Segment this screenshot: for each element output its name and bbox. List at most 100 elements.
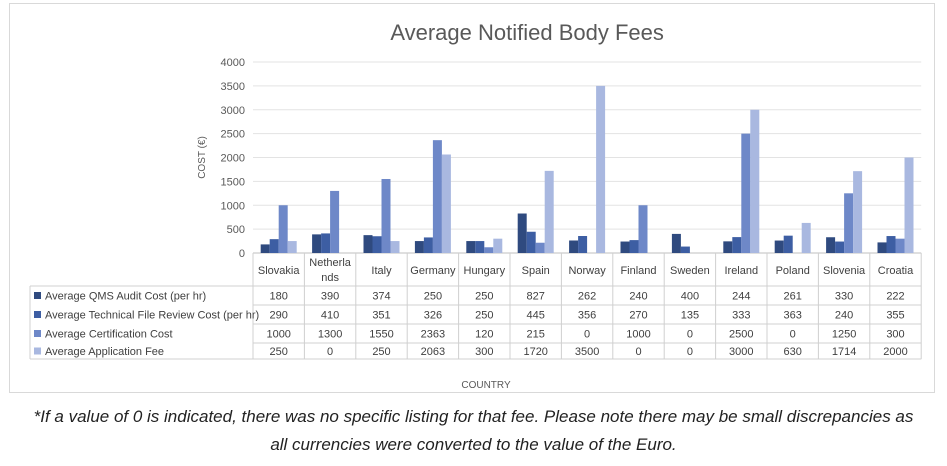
bar — [414, 241, 424, 253]
bar — [578, 236, 588, 253]
x-tick-label: Ireland — [724, 265, 758, 277]
data-label: 215 — [527, 329, 545, 341]
chart-title: Average Notified Body Fees — [390, 20, 664, 45]
x-tick-label: nds — [321, 272, 339, 284]
data-label: 120 — [475, 329, 493, 341]
data-label: 300 — [886, 329, 904, 341]
bar — [638, 205, 648, 253]
footnote-line-1: *If a value of 0 is indicated, there was… — [33, 407, 914, 426]
x-tick-label: Netherla — [309, 257, 351, 269]
legend-swatch — [34, 330, 41, 337]
data-label: 0 — [635, 346, 641, 358]
bar — [517, 213, 527, 253]
x-tick-label: Poland — [776, 265, 810, 277]
bar — [620, 241, 630, 253]
y-tick-label: 500 — [227, 224, 245, 236]
legend-swatch — [34, 292, 41, 299]
x-tick-label: Slovenia — [823, 265, 866, 277]
bar — [826, 237, 836, 253]
y-tick-label: 4000 — [221, 57, 245, 69]
data-label: 261 — [784, 291, 802, 303]
bar — [629, 240, 639, 253]
bar — [321, 233, 331, 253]
data-label: 250 — [372, 346, 390, 358]
bar — [801, 222, 811, 253]
data-label: 1720 — [523, 346, 547, 358]
bar — [278, 205, 288, 253]
data-label: 330 — [835, 291, 853, 303]
data-label: 410 — [321, 310, 339, 322]
bar — [475, 241, 485, 253]
bar — [390, 241, 400, 253]
bar — [732, 237, 742, 253]
legend-label: Average Certification Cost — [45, 329, 173, 341]
bar — [544, 170, 554, 253]
bar — [484, 247, 494, 253]
y-axis-label: COST (€) — [197, 136, 208, 179]
data-label: 630 — [784, 346, 802, 358]
data-label: 326 — [424, 310, 442, 322]
x-tick-label: Sweden — [670, 265, 710, 277]
data-label: 0 — [790, 329, 796, 341]
data-label: 250 — [475, 291, 493, 303]
legend-swatch — [34, 347, 41, 355]
bar — [423, 237, 433, 253]
data-label: 180 — [270, 291, 288, 303]
x-tick-label: Norway — [568, 265, 606, 277]
x-tick-label: Hungary — [464, 265, 506, 277]
bar — [783, 235, 793, 253]
data-label: 250 — [270, 346, 288, 358]
data-label: 390 — [321, 291, 339, 303]
data-label: 363 — [784, 310, 802, 322]
data-label: 0 — [687, 346, 693, 358]
data-label: 262 — [578, 291, 596, 303]
data-label: 135 — [681, 310, 699, 322]
bar — [844, 193, 854, 253]
y-tick-label: 2500 — [221, 129, 245, 141]
legend-swatch — [34, 311, 41, 318]
data-label: 290 — [270, 310, 288, 322]
data-label: 3000 — [729, 346, 753, 358]
bar — [569, 240, 579, 253]
bar — [853, 171, 863, 253]
y-tick-label: 3500 — [221, 81, 245, 93]
data-label: 1000 — [626, 329, 650, 341]
legend-label: Average Application Fee — [45, 346, 164, 358]
data-label: 0 — [687, 329, 693, 341]
legend-label: Average QMS Audit Cost (per hr) — [45, 291, 206, 303]
data-label: 1550 — [369, 329, 393, 341]
bar — [526, 231, 536, 253]
bar — [671, 233, 681, 253]
y-tick-label: 1500 — [221, 176, 245, 188]
data-label: 827 — [527, 291, 545, 303]
bar — [895, 238, 905, 253]
x-tick-label: Finland — [620, 265, 656, 277]
x-tick-label: Croatia — [878, 265, 914, 277]
data-label: 250 — [424, 291, 442, 303]
x-tick-label: Italy — [371, 265, 392, 277]
data-label: 374 — [372, 291, 390, 303]
bar — [381, 178, 391, 253]
data-label: 351 — [372, 310, 390, 322]
chart-frame: Average Notified Body Fees 0 500 1000 1500 20… — [9, 3, 935, 393]
y-tick-label: 3000 — [221, 105, 245, 117]
data-label: 0 — [584, 329, 590, 341]
data-label: 3500 — [575, 346, 599, 358]
data-label: 2000 — [883, 346, 907, 358]
data-label: 1714 — [832, 346, 856, 358]
data-label: 222 — [886, 291, 904, 303]
data-label: 250 — [475, 310, 493, 322]
footnote: *If a value of 0 is indicated, there was… — [0, 403, 947, 459]
bar — [596, 85, 606, 253]
bar — [441, 154, 451, 253]
bar-chart: Average Notified Body Fees 0 500 1000 1500 20… — [29, 20, 922, 391]
bar — [312, 234, 322, 253]
data-label: 300 — [475, 346, 493, 358]
bar — [372, 236, 382, 253]
bar — [466, 241, 476, 253]
data-label: 270 — [629, 310, 647, 322]
data-label: 355 — [886, 310, 904, 322]
bar — [877, 242, 887, 253]
bar — [363, 235, 373, 253]
bar — [269, 239, 279, 253]
